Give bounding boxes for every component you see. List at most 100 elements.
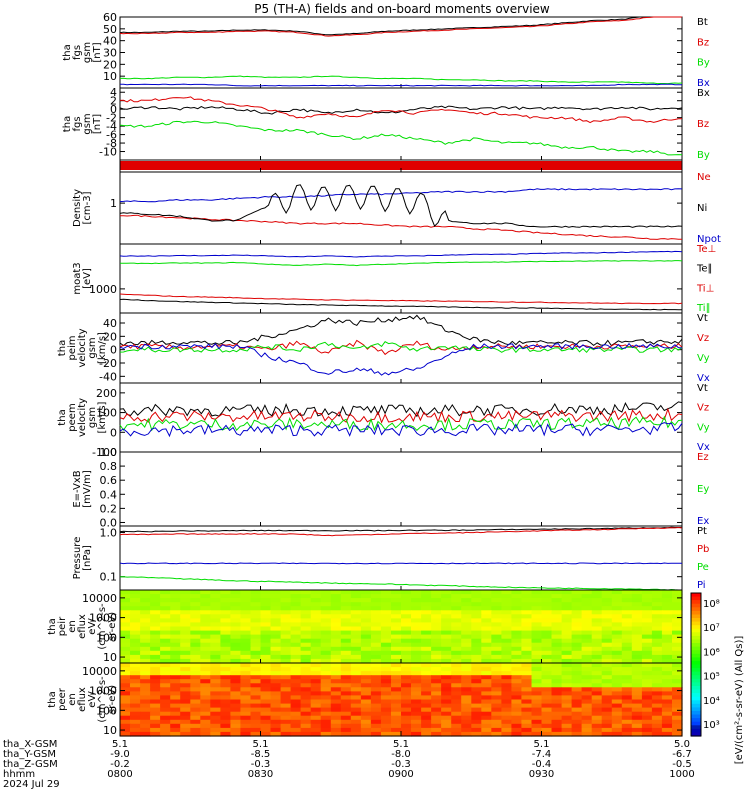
heat-cell — [170, 675, 181, 680]
heat-cell — [140, 630, 151, 636]
heat-cell — [651, 594, 663, 599]
heat-cell — [651, 602, 663, 607]
heat-cell — [541, 663, 553, 668]
heat-cell — [130, 707, 141, 713]
heat-cell — [471, 703, 482, 709]
heat-cell — [370, 675, 382, 680]
heat-cell — [220, 675, 231, 680]
heat-cell — [170, 667, 181, 672]
heat-cell — [521, 719, 532, 725]
legend-label: Vz — [697, 333, 709, 344]
heat-cell — [521, 598, 532, 603]
y-axis-label-line: [eV] — [82, 268, 93, 289]
heat-cell — [200, 683, 211, 688]
heat-cell — [561, 683, 573, 688]
y-tick-label: 0.6 — [100, 474, 118, 487]
heat-cell — [521, 683, 532, 688]
heat-cell — [380, 679, 392, 684]
colorbar-step — [691, 593, 701, 598]
heat-cell — [611, 622, 623, 628]
heat-cell — [140, 610, 151, 615]
colorbar-step — [691, 678, 701, 683]
heat-cell — [651, 663, 663, 668]
heat-cell — [541, 654, 553, 660]
heat-cell — [320, 707, 332, 713]
heat-cell — [300, 602, 312, 607]
heat-cell — [320, 614, 332, 619]
heat-cell — [571, 590, 583, 595]
heat-cell — [571, 703, 583, 709]
heat-cell — [441, 723, 452, 729]
heat-cell — [260, 699, 272, 705]
heat-cell — [280, 598, 292, 603]
heat-cell — [240, 691, 251, 697]
heat-cell — [421, 634, 432, 640]
heat-cell — [491, 590, 502, 595]
y-axis-label-line: tha — [62, 116, 73, 132]
heat-cell — [380, 614, 392, 619]
heat-cell — [581, 634, 593, 640]
heat-cell — [601, 602, 613, 607]
heat-cell — [611, 683, 623, 688]
legend-label: Bz — [697, 37, 709, 48]
heat-cell — [541, 667, 553, 672]
heat-cell — [481, 687, 492, 692]
heat-cell — [561, 687, 573, 692]
heat-cell — [461, 638, 472, 644]
heat-cell — [300, 671, 312, 676]
heat-cell — [120, 663, 131, 668]
heat-cell — [561, 675, 573, 680]
heat-cell — [280, 634, 292, 640]
heat-cell — [521, 610, 532, 615]
heat-cell — [310, 679, 322, 684]
heat-cell — [461, 590, 472, 595]
heat-cell — [561, 590, 573, 595]
heat-cell — [511, 719, 522, 725]
heat-cell — [551, 663, 563, 668]
heat-cell — [611, 594, 623, 599]
heat-cell — [120, 634, 131, 640]
heat-cell — [360, 626, 372, 632]
heat-cell — [180, 695, 191, 701]
heat-cell — [300, 590, 312, 595]
colorbar-step — [691, 693, 701, 698]
heat-cell — [571, 727, 583, 733]
heat-cell — [511, 630, 522, 636]
heat-cell — [270, 671, 282, 676]
heat-cell — [651, 626, 663, 632]
heat-cell — [461, 731, 472, 737]
heat-cell — [451, 622, 462, 628]
heat-cell — [340, 654, 352, 660]
heat-cell — [531, 719, 543, 725]
heat-cell — [571, 695, 583, 701]
heat-cell — [210, 699, 221, 705]
heat-cell — [170, 658, 181, 664]
heat-cell — [571, 663, 583, 668]
heat-cell — [350, 675, 362, 680]
heat-cell — [380, 683, 392, 688]
heat-cell — [461, 646, 472, 652]
heat-cell — [672, 630, 683, 636]
heat-cell — [421, 723, 432, 729]
y-axis-label-line: tha — [62, 44, 73, 60]
heat-cell — [330, 667, 342, 672]
coord-value: 0900 — [388, 769, 413, 780]
heat-cell — [340, 667, 352, 672]
heat-cell — [180, 707, 191, 713]
heat-cell — [380, 634, 392, 640]
heat-cell — [441, 699, 452, 705]
heat-cell — [621, 630, 633, 636]
heat-cell — [170, 695, 181, 701]
heat-cell — [431, 618, 442, 624]
heat-cell — [601, 618, 613, 624]
heat-cell — [551, 646, 563, 652]
heat-cell — [270, 658, 282, 664]
heat-cell — [541, 658, 553, 664]
heat-cell — [170, 683, 181, 688]
heat-cell — [451, 667, 462, 672]
heat-cell — [370, 687, 382, 692]
heat-cell — [481, 594, 492, 599]
heat-cell — [380, 731, 392, 737]
y-tick-label: -10 — [99, 146, 117, 159]
heat-cell — [290, 731, 302, 737]
